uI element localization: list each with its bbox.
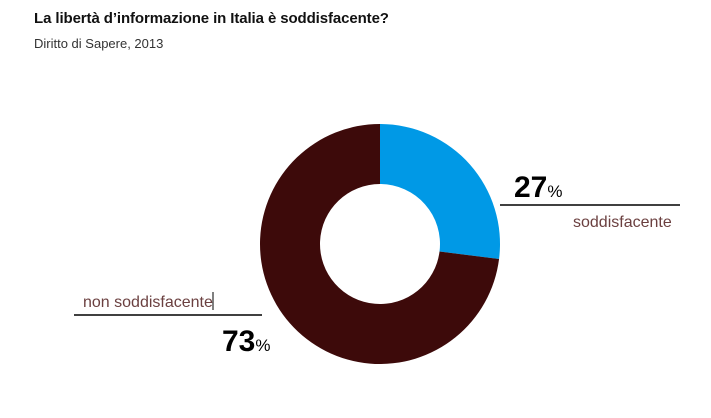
percent-value-non-soddisfacente: 73% [222, 325, 271, 358]
slice-soddisfacente [380, 124, 500, 260]
slice-label-soddisfacente: soddisfacente [573, 214, 672, 231]
slice-label-non-soddisfacente: non soddisfacente [83, 294, 213, 311]
percent-number-soddisfacente: 27 [514, 171, 547, 204]
slices-layer [260, 124, 500, 364]
percent-number-non-soddisfacente: 73 [222, 325, 255, 358]
percent-sign-non-soddisfacente: % [255, 336, 270, 355]
chart-title: La libertà d’informazione in Italia è so… [34, 10, 389, 27]
percent-value-soddisfacente: 27% [514, 171, 563, 204]
chart-subtitle: Diritto di Sapere, 2013 [34, 36, 164, 51]
percent-sign-soddisfacente: % [547, 182, 562, 201]
slice-non-soddisfacente [260, 124, 500, 364]
